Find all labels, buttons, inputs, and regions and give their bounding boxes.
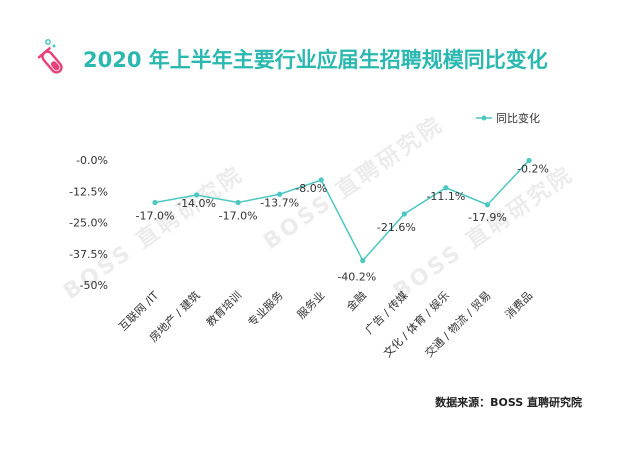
data-label: -17.0%	[219, 210, 258, 223]
data-label: -8.0%	[295, 182, 327, 195]
source-note: 数据来源：BOSS 直聘研究院	[435, 395, 582, 409]
x-category-label: 专业服务	[245, 288, 286, 329]
data-point	[318, 177, 324, 183]
data-point	[443, 185, 449, 191]
data-point	[193, 192, 200, 198]
data-label: -21.6%	[377, 221, 416, 234]
data-label: -11.1%	[426, 190, 465, 203]
series-line	[154, 159, 530, 262]
y-tick-label: -25.0%	[69, 217, 108, 230]
x-category-label: 消费品	[502, 288, 535, 321]
data-label: -40.2%	[337, 271, 376, 284]
watermark-text: BOSS 直聘研究院	[259, 111, 449, 255]
data-point	[401, 211, 407, 217]
data-label: -13.7%	[260, 196, 299, 209]
y-tick-label: -50%	[80, 279, 108, 292]
y-tick-label: -37.5%	[69, 248, 108, 261]
data-point	[152, 199, 158, 206]
x-category-label: 金融	[343, 288, 368, 313]
data-labels: -17.0%-14.0%-17.0%-13.7%-8.0%-40.2%-21.6…	[136, 163, 549, 284]
data-label: -17.9%	[468, 211, 507, 224]
y-axis: -0.0% -12.5% -25.0% -37.5% -50%	[69, 154, 108, 292]
data-label: -14.0%	[177, 197, 216, 210]
data-point	[360, 257, 366, 264]
chart-title: 2020 年上半年主要行业应届生招聘规模同比变化	[83, 48, 548, 72]
legend-label: 同比变化	[496, 111, 540, 125]
watermark-text: BOSS 直聘研究院	[389, 161, 579, 305]
data-points	[152, 157, 532, 264]
data-label: -0.2%	[517, 163, 549, 176]
data-point	[526, 157, 532, 164]
legend: 同比变化	[476, 111, 540, 125]
test-tube-icon	[37, 39, 63, 74]
x-category-label: 教育培训	[203, 288, 244, 329]
data-point	[277, 191, 283, 197]
x-category-label: 服务业	[295, 289, 328, 322]
y-tick-label: -0.0%	[76, 154, 108, 167]
data-label: -17.0%	[136, 210, 175, 223]
y-tick-label: -12.5%	[69, 185, 108, 198]
legend-marker	[481, 115, 487, 121]
data-point	[235, 199, 241, 206]
data-point	[484, 202, 491, 208]
